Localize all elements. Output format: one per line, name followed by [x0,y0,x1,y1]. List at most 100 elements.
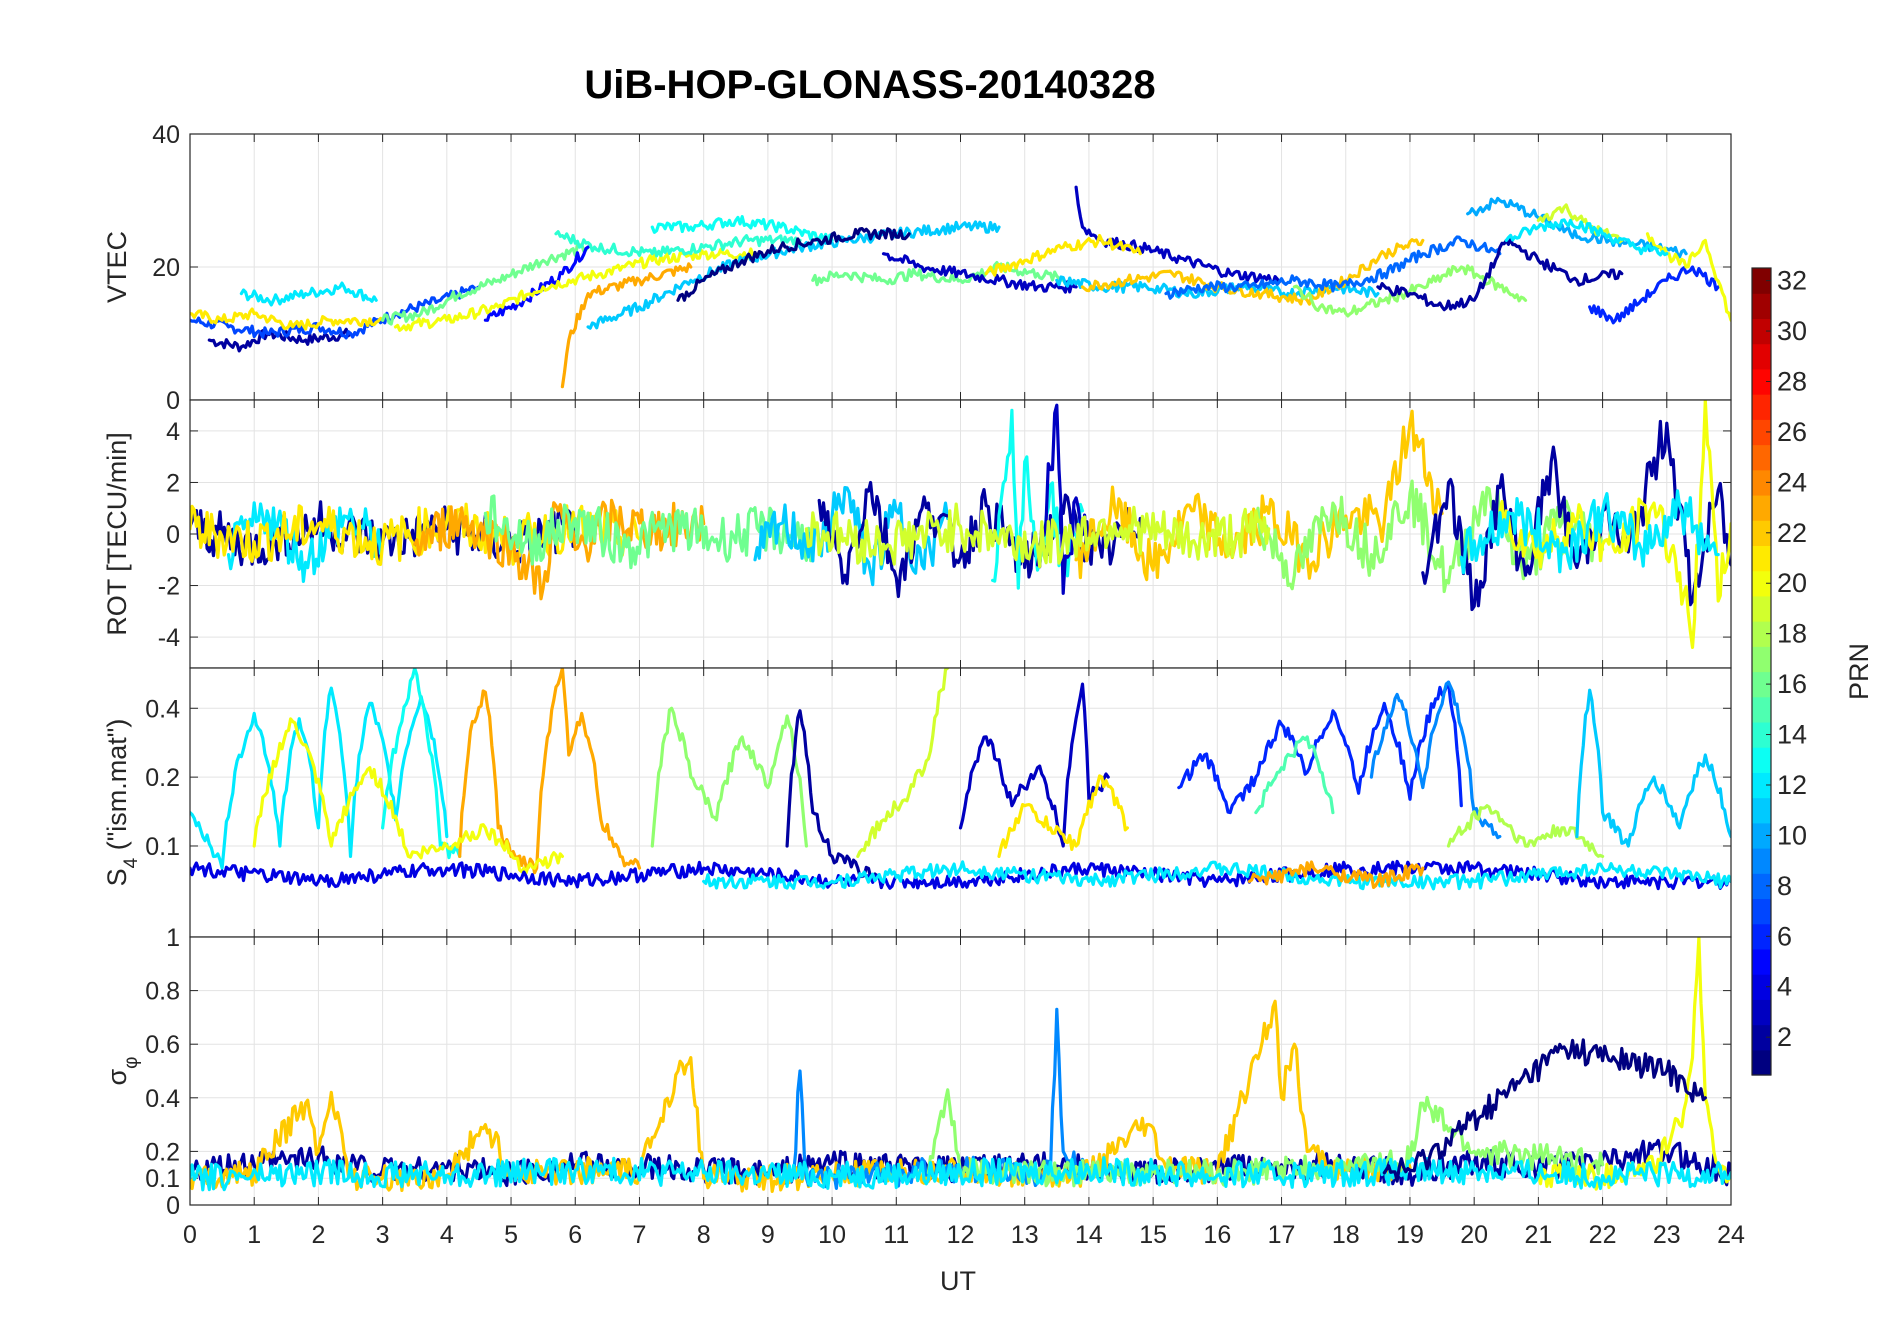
series-line-prn-11 [586,220,1001,330]
series-line-prn-16 [811,261,1072,287]
y-tick-label: 20 [152,254,180,282]
series-line-prn-12 [190,686,449,870]
x-tick-label: 2 [311,1221,325,1249]
colorbar-swatch [1752,721,1771,748]
y-axis-label: VTEC [102,231,132,303]
colorbar-swatch [1752,848,1771,874]
x-tick-label: 16 [1203,1221,1231,1249]
x-tick-label: 20 [1460,1221,1488,1249]
series-line-prn-10 [1466,196,1688,259]
series-line-prn-23 [458,668,642,875]
series-group [190,185,1731,389]
series-line-prn-21 [997,774,1129,858]
colorbar-swatch [1752,520,1771,547]
series-line-prn-6 [1588,265,1720,325]
colorbar-swatch [1752,974,1771,1000]
y-axis-label: σφ [102,1057,142,1086]
x-tick-label: 21 [1524,1221,1552,1249]
colorbar-swatch [1752,268,1771,294]
colorbar-swatch [1752,570,1771,597]
y-tick-label: 0.2 [145,764,180,792]
x-tick-label: 6 [568,1221,582,1249]
y-tick-label: 0.1 [145,1165,180,1193]
colorbar-tick-label: 2 [1777,1022,1792,1052]
colorbar-swatch [1752,368,1771,395]
colorbar-swatch [1752,696,1771,723]
colorbar-tick-label: 6 [1777,921,1792,951]
colorbar-swatch [1752,671,1771,698]
series-line-prn-22 [1074,409,1444,582]
series-line-prn-16 [483,494,821,570]
colorbar-swatch [1752,646,1771,673]
series-line-prn-12 [190,1156,1731,1192]
x-tick-label: 9 [761,1221,775,1249]
colorbar-swatch [1752,343,1771,370]
series-line-prn-1 [1382,1038,1707,1183]
series-line-prn-6 [1177,680,1463,815]
x-tick-label: 0 [183,1221,197,1249]
panel-3: 0.1 0.2 0.4S4 ("ism.mat") [102,667,1732,938]
series-group [190,668,1731,891]
y-tick-label: 0.6 [145,1031,180,1059]
series-group [190,937,1731,1193]
colorbar-tick-label: 32 [1777,266,1807,296]
colorbar-tick-label: 10 [1777,820,1807,850]
colorbar-swatch [1752,898,1771,925]
series-line-prn-19 [1536,203,1624,244]
x-tick-label: 17 [1268,1221,1296,1249]
colorbar-swatch [1752,1024,1771,1051]
colorbar-tick-label: 18 [1777,619,1807,649]
y-axis-label: S4 ("ism.mat") [102,719,142,887]
colorbar-tick-label: 28 [1777,366,1807,396]
colorbar-swatch [1752,948,1771,975]
series-line-prn-8 [1164,235,1502,300]
y-tick-label: 2 [166,469,180,497]
series-group [190,400,1731,649]
panel-2: -4 -2 0 2 4 ROT [TECU/min] [102,399,1732,669]
colorbar-tick-label: 12 [1777,770,1807,800]
y-tick-label: 1 [166,924,180,952]
colorbar-tick-label: 26 [1777,417,1807,447]
chart-title: UiB-HOP-GLONASS-20140328 [584,63,1155,107]
colorbar-swatch [1752,772,1771,799]
x-tick-label: 18 [1332,1221,1360,1249]
colorbar-tick-label: 4 [1777,972,1792,1002]
colorbar-tick-label: 8 [1777,871,1792,901]
x-tick-label: 19 [1396,1221,1424,1249]
colorbar-tick-label: 30 [1777,316,1807,346]
x-tick-label: 13 [1011,1221,1039,1249]
colorbar-tick-label: 14 [1777,720,1807,750]
colorbar-swatch [1752,595,1771,622]
x-tick-labels: 0 1 2 3 4 5 6 7 8 9 10 11 12 13 14 15 16 17 18 19 20 21 22 23 24 [183,1221,1745,1249]
colorbar-swatch [1752,923,1771,950]
y-tick-label: 40 [152,121,180,149]
series-line-prn-13 [650,215,834,245]
colorbar-swatch [1752,444,1771,471]
series-line-prn-20 [1645,232,1731,322]
series-line-prn-11 [753,486,950,587]
series-line-prn-15 [1254,735,1335,815]
series-line-prn-21 [984,233,1142,277]
y-tick-label: 4 [166,418,180,446]
series-line-prn-19 [804,502,1271,569]
colorbar-swatch [1752,621,1771,647]
colorbar-swatch [1752,999,1771,1026]
series-line-prn-23 [1247,860,1425,889]
y-tick-label: 0 [166,387,180,415]
panel-4: 00.10.2 0.4 0.6 0.8 1 σφ [102,924,1732,1220]
colorbar-swatch [1752,469,1771,496]
colorbar-swatch [1752,797,1771,824]
colorbar-swatch [1752,747,1771,773]
colorbar-swatch [1752,822,1771,849]
y-tick-label: 0.1 [145,833,180,861]
colorbar-label: PRN [1844,643,1874,700]
series-line-prn-20 [252,717,564,875]
panel-frame [189,936,1732,1206]
x-tick-label: 14 [1075,1221,1103,1249]
series-line-prn-12 [1504,218,1669,257]
y-tick-label: -2 [158,573,180,601]
series-line-prn-17 [926,1088,1605,1188]
x-tick-label: 10 [818,1221,846,1249]
y-tick-label: 0 [166,521,180,549]
